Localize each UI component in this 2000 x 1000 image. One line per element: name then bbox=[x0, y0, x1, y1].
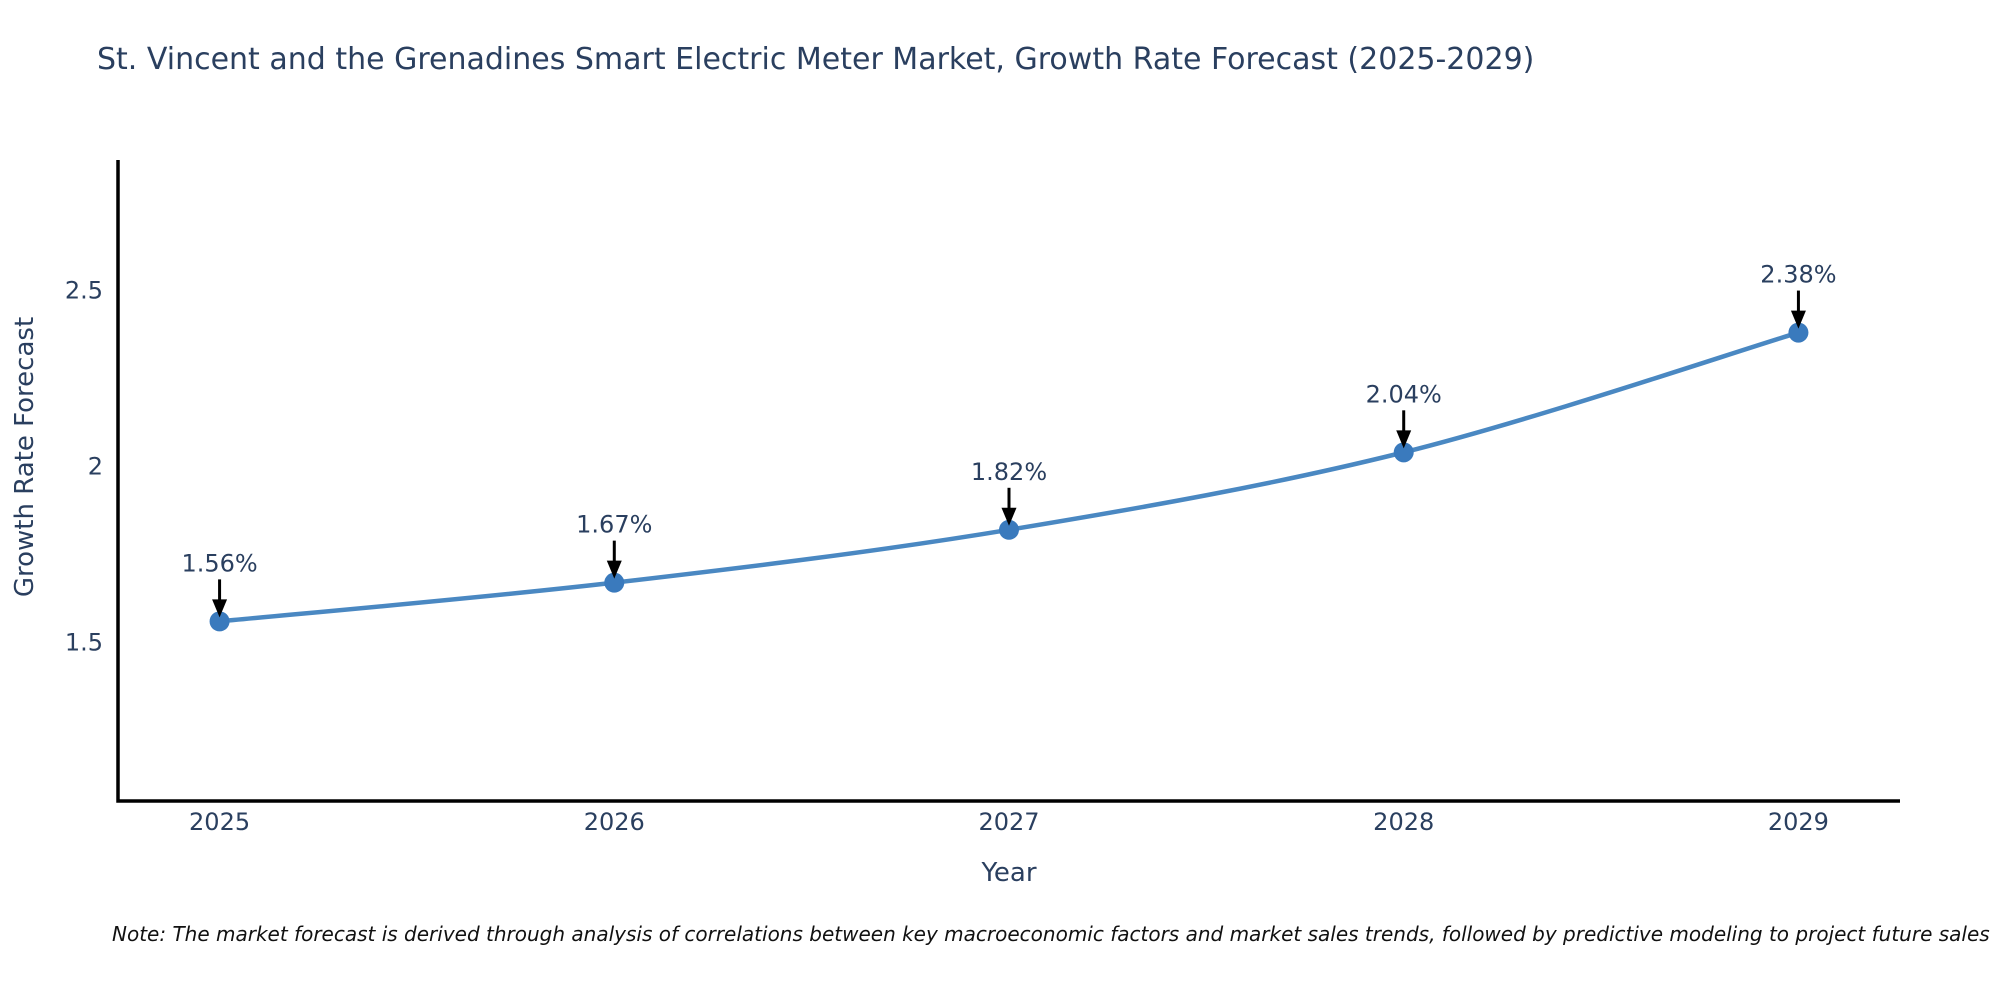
data-point-marker bbox=[1393, 442, 1414, 463]
data-point-marker bbox=[999, 519, 1019, 540]
annotation-arrowhead-icon bbox=[212, 599, 228, 618]
axis-lines bbox=[116, 160, 1900, 803]
x-tick-label: 2028 bbox=[1373, 808, 1434, 836]
y-tick-label: 2 bbox=[88, 452, 103, 480]
data-annotations: 1.56% 1.67% 1.82% 2.04% 2.38% bbox=[181, 261, 1837, 618]
annotation-label: 2.04% bbox=[1366, 380, 1442, 408]
annotation-label: 1.82% bbox=[971, 458, 1047, 486]
x-tick-label: 2026 bbox=[584, 808, 645, 836]
annotation-label: 2.38% bbox=[1760, 261, 1836, 289]
x-tick-label: 2027 bbox=[978, 808, 1039, 836]
annotation-arrowhead-icon bbox=[606, 560, 622, 579]
x-axis-title: Year bbox=[981, 858, 1037, 888]
axis-ticks: 1.5 2 2.5 2025 2026 2027 2028 2029 bbox=[65, 276, 1829, 836]
annotation-arrowhead-icon bbox=[1790, 310, 1806, 329]
x-tick-label: 2029 bbox=[1768, 808, 1829, 836]
forecast-line-series bbox=[209, 322, 1809, 632]
axes bbox=[116, 160, 1900, 803]
annotation-label: 1.67% bbox=[576, 511, 652, 539]
annotation-label: 1.56% bbox=[181, 549, 257, 577]
data-point-marker bbox=[604, 572, 625, 593]
chart-title: St. Vincent and the Grenadines Smart Ele… bbox=[97, 42, 1535, 77]
data-point-marker bbox=[1788, 322, 1809, 343]
footnote: Note: The market forecast is derived thr… bbox=[112, 922, 1990, 946]
annotation-arrowhead-icon bbox=[1396, 430, 1412, 449]
x-tick-label: 2025 bbox=[189, 808, 250, 836]
y-tick-label: 1.5 bbox=[65, 629, 103, 657]
data-point-marker bbox=[209, 611, 230, 632]
y-tick-label: 2.5 bbox=[65, 276, 103, 304]
annotation-arrowhead-icon bbox=[1001, 507, 1017, 526]
